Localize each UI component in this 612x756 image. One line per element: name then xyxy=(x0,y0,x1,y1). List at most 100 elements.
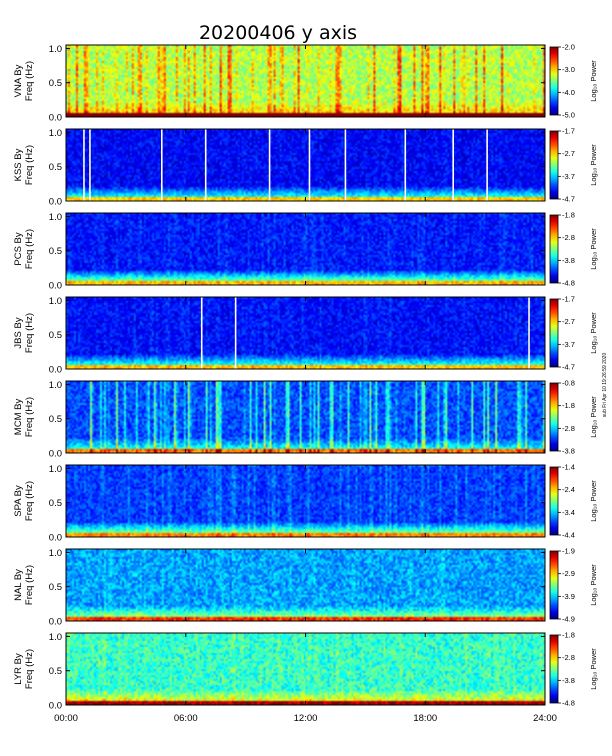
panel: 0.0 0.5 1.0 KSS By Freq (Hz) -1.7 -2.7 -3.7 -4.7… xyxy=(13,127,598,208)
colorbar xyxy=(549,634,559,704)
spectrogram-image xyxy=(66,129,545,201)
panel: 0.0 0.5 1.0 LYR By Freq (Hz) -1.8 -2.8 -3.8 -4.8… xyxy=(13,631,598,712)
colorbar-tick-label: -3.8 xyxy=(562,447,575,456)
colorbar-tick-label: -3.7 xyxy=(562,172,575,181)
colorbar-tick-label: -3.8 xyxy=(562,676,575,685)
spectrogram-image xyxy=(66,213,545,285)
colorbar-tick-label: -4.7 xyxy=(562,195,575,204)
colorbar-tick-label: -2.4 xyxy=(562,485,575,494)
x-axis: 00:00 06:00 12:00 18:00 24:00 xyxy=(54,45,557,724)
y-tick-label: 1.0 xyxy=(49,44,62,55)
y-tick-label: 0.5 xyxy=(49,246,62,257)
colorbar-label: Log₁₀ Power xyxy=(589,228,598,270)
panel: 0.0 0.5 1.0 PCS By Freq (Hz) -1.8 -2.8 -3.8 -4.8… xyxy=(13,211,598,292)
spectrogram-image xyxy=(66,465,545,537)
y-tick-label: 0.0 xyxy=(49,197,62,208)
colorbar-tick-label: -2.7 xyxy=(562,317,575,326)
colorbar-tick-label: -3.7 xyxy=(562,340,575,349)
station-label: MCM By xyxy=(13,399,24,436)
spectrogram-image xyxy=(66,297,545,369)
freq-axis-label: Freq (Hz) xyxy=(24,229,35,269)
colorbar-label: Log₁₀ Power xyxy=(589,312,598,354)
x-tick-label: 06:00 xyxy=(174,713,198,724)
x-tick-label: 24:00 xyxy=(533,713,557,724)
colorbar xyxy=(549,130,559,200)
colorbar xyxy=(549,214,559,284)
panel: 0.0 0.5 1.0 MCM By Freq (Hz) -0.8 -1.8 -2.8 -3.8… xyxy=(13,379,598,460)
y-tick-label: 1.0 xyxy=(49,296,62,307)
colorbar-tick-label: -4.9 xyxy=(562,615,575,624)
colorbar xyxy=(549,298,559,368)
station-label: JBS By xyxy=(13,317,24,348)
colorbar-tick-label: -1.7 xyxy=(562,295,575,304)
y-tick-label: 1.0 xyxy=(49,632,62,643)
x-tick-label: 18:00 xyxy=(413,713,437,724)
colorbar-tick-label: -3.4 xyxy=(562,508,575,517)
colorbar-label: Log₁₀ Power xyxy=(589,480,598,522)
panel: 0.0 0.5 1.0 JBS By Freq (Hz) -1.7 -2.7 -3.7 -4.7… xyxy=(13,295,598,376)
spectrogram-image xyxy=(66,45,545,117)
y-tick-label: 0.5 xyxy=(49,330,62,341)
colorbar-label: Log₁₀ Power xyxy=(589,564,598,606)
y-tick-label: 0.5 xyxy=(49,498,62,509)
colorbar-tick-label: -2.7 xyxy=(562,149,575,158)
colorbar-tick-label: -2.8 xyxy=(562,424,575,433)
y-tick-label: 0.5 xyxy=(49,162,62,173)
freq-axis-label: Freq (Hz) xyxy=(24,397,35,437)
colorbar xyxy=(549,466,559,536)
station-label: LYR By xyxy=(13,653,24,685)
y-tick-label: 1.0 xyxy=(49,128,62,139)
station-label: KSS By xyxy=(13,148,24,181)
y-tick-label: 1.0 xyxy=(49,548,62,559)
y-tick-label: 0.0 xyxy=(49,701,62,712)
side-note: sub Fri Apr 10 19:26:59 2020 xyxy=(602,353,608,418)
y-tick-label: 0.5 xyxy=(49,414,62,425)
y-tick-label: 0.0 xyxy=(49,617,62,628)
y-tick-label: 0.0 xyxy=(49,449,62,460)
colorbar-label: Log₁₀ Power xyxy=(589,648,598,690)
colorbar-tick-label: -0.8 xyxy=(562,379,575,388)
y-tick-label: 1.0 xyxy=(49,464,62,475)
colorbar-tick-label: -3.8 xyxy=(562,256,575,265)
spectrogram-image xyxy=(66,633,545,705)
colorbar-tick-label: -1.9 xyxy=(562,547,575,556)
colorbar-tick-label: -1.4 xyxy=(562,463,575,472)
freq-axis-label: Freq (Hz) xyxy=(24,313,35,353)
station-label: PCS By xyxy=(13,232,24,266)
x-tick-label: 00:00 xyxy=(54,713,78,724)
colorbar xyxy=(549,550,559,620)
colorbar-label: Log₁₀ Power xyxy=(589,60,598,102)
colorbar-tick-label: -1.8 xyxy=(562,211,575,220)
colorbar-tick-label: -4.0 xyxy=(562,88,575,97)
y-tick-label: 1.0 xyxy=(49,380,62,391)
station-label: VNA By xyxy=(13,64,24,97)
colorbar-tick-label: -3.0 xyxy=(562,65,575,74)
colorbar-tick-label: -4.7 xyxy=(562,363,575,372)
y-tick-label: 0.0 xyxy=(49,533,62,544)
x-tick-label: 12:00 xyxy=(294,713,318,724)
colorbar-tick-label: -1.8 xyxy=(562,631,575,640)
chart-title: 20200406 y axis xyxy=(199,22,357,44)
y-tick-label: 0.5 xyxy=(49,666,62,677)
freq-axis-label: Freq (Hz) xyxy=(24,61,35,101)
colorbar-tick-label: -2.0 xyxy=(562,43,575,52)
spectrogram-image xyxy=(66,549,545,621)
freq-axis-label: Freq (Hz) xyxy=(24,481,35,521)
colorbar-tick-label: -4.8 xyxy=(562,279,575,288)
freq-axis-label: Freq (Hz) xyxy=(24,649,35,689)
y-tick-label: 0.0 xyxy=(49,113,62,124)
y-tick-label: 0.5 xyxy=(49,582,62,593)
colorbar-tick-label: -3.9 xyxy=(562,592,575,601)
colorbar-label: Log₁₀ Power xyxy=(589,396,598,438)
colorbar-tick-label: -1.8 xyxy=(562,401,575,410)
y-tick-label: 0.5 xyxy=(49,78,62,89)
y-tick-label: 0.0 xyxy=(49,281,62,292)
y-tick-label: 1.0 xyxy=(49,212,62,223)
colorbar-tick-label: -5.0 xyxy=(562,111,575,120)
colorbar-tick-label: -2.9 xyxy=(562,569,575,578)
colorbar-tick-label: -4.4 xyxy=(562,531,575,540)
freq-axis-label: Freq (Hz) xyxy=(24,565,35,605)
colorbar-tick-label: -4.8 xyxy=(562,699,575,708)
